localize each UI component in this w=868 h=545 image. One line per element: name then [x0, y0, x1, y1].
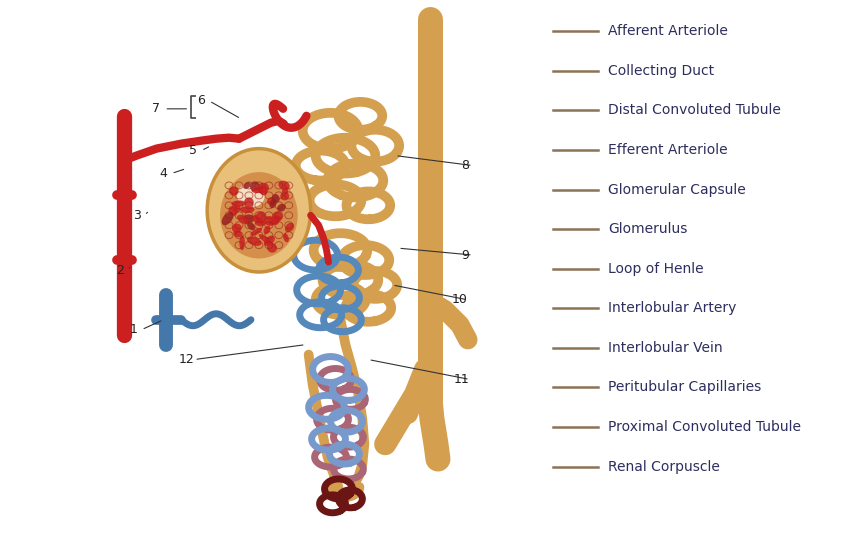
- Ellipse shape: [221, 212, 233, 225]
- Text: Distal Convoluted Tubule: Distal Convoluted Tubule: [608, 104, 781, 117]
- Text: Interlobular Vein: Interlobular Vein: [608, 341, 723, 355]
- Ellipse shape: [264, 235, 275, 246]
- Text: 6: 6: [197, 94, 205, 107]
- Ellipse shape: [272, 194, 279, 203]
- Text: 2: 2: [115, 264, 123, 276]
- Ellipse shape: [247, 222, 255, 231]
- Text: Afferent Arteriole: Afferent Arteriole: [608, 24, 728, 38]
- Ellipse shape: [285, 223, 294, 232]
- Text: Glomerulus: Glomerulus: [608, 222, 687, 236]
- Ellipse shape: [240, 207, 254, 213]
- Ellipse shape: [267, 197, 276, 205]
- Text: 4: 4: [160, 167, 168, 180]
- Ellipse shape: [264, 226, 271, 234]
- Ellipse shape: [259, 234, 272, 245]
- Text: Interlobular Artery: Interlobular Artery: [608, 301, 737, 316]
- Text: 1: 1: [129, 323, 137, 336]
- Ellipse shape: [237, 215, 250, 225]
- Ellipse shape: [273, 211, 283, 222]
- Ellipse shape: [269, 216, 280, 225]
- Text: Peritubular Capillaries: Peritubular Capillaries: [608, 380, 762, 395]
- Ellipse shape: [259, 185, 267, 196]
- Ellipse shape: [232, 201, 246, 207]
- Ellipse shape: [237, 184, 265, 207]
- Text: Glomerular Capsule: Glomerular Capsule: [608, 183, 746, 197]
- Ellipse shape: [244, 197, 253, 208]
- Text: Loop of Henle: Loop of Henle: [608, 262, 704, 276]
- Text: 9: 9: [461, 249, 469, 262]
- Ellipse shape: [280, 192, 289, 201]
- Ellipse shape: [232, 223, 241, 233]
- Text: Renal Corpuscle: Renal Corpuscle: [608, 459, 720, 474]
- Ellipse shape: [255, 219, 266, 226]
- Ellipse shape: [243, 214, 254, 223]
- Ellipse shape: [269, 199, 277, 208]
- Text: Efferent Arteriole: Efferent Arteriole: [608, 143, 728, 157]
- Ellipse shape: [279, 180, 290, 190]
- Ellipse shape: [250, 228, 262, 236]
- Ellipse shape: [240, 235, 245, 250]
- Text: 5: 5: [189, 144, 197, 157]
- Text: 8: 8: [461, 159, 469, 172]
- Ellipse shape: [264, 216, 276, 226]
- Ellipse shape: [253, 215, 260, 222]
- Text: 11: 11: [454, 373, 470, 386]
- Ellipse shape: [273, 215, 279, 225]
- Ellipse shape: [220, 172, 298, 258]
- Ellipse shape: [207, 149, 311, 272]
- Ellipse shape: [229, 186, 239, 196]
- Text: 3: 3: [133, 209, 141, 222]
- Text: 10: 10: [452, 293, 468, 306]
- Ellipse shape: [257, 183, 269, 193]
- Text: 12: 12: [179, 353, 194, 366]
- Ellipse shape: [247, 237, 261, 246]
- Ellipse shape: [277, 204, 286, 211]
- Ellipse shape: [228, 206, 238, 216]
- Ellipse shape: [233, 204, 240, 213]
- Ellipse shape: [283, 233, 289, 243]
- Ellipse shape: [267, 243, 277, 253]
- Ellipse shape: [252, 187, 263, 193]
- Ellipse shape: [243, 182, 251, 189]
- Ellipse shape: [250, 181, 260, 191]
- Ellipse shape: [255, 211, 266, 223]
- Text: Collecting Duct: Collecting Duct: [608, 64, 714, 78]
- Ellipse shape: [282, 187, 288, 194]
- Ellipse shape: [233, 230, 242, 238]
- Text: 7: 7: [153, 102, 161, 116]
- Text: Proximal Convoluted Tubule: Proximal Convoluted Tubule: [608, 420, 801, 434]
